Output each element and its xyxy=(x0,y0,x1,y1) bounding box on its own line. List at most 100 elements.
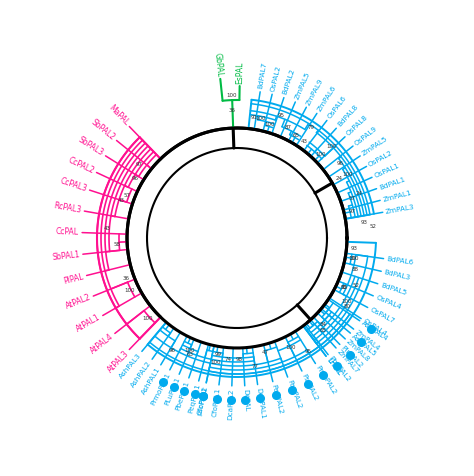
Text: 43: 43 xyxy=(301,139,308,144)
Text: 47: 47 xyxy=(262,350,269,355)
Text: BdPAL2: BdPAL2 xyxy=(282,68,296,96)
Text: OsPAL2: OsPAL2 xyxy=(270,65,282,92)
Text: pscPAL1: pscPAL1 xyxy=(196,385,209,416)
Text: 96: 96 xyxy=(131,177,138,181)
Text: 93: 93 xyxy=(351,246,358,251)
Text: MaPAL: MaPAL xyxy=(107,103,130,128)
Text: CfoPAL1: CfoPAL1 xyxy=(212,387,221,417)
Text: BdPAL7: BdPAL7 xyxy=(258,61,268,89)
Text: 30: 30 xyxy=(350,256,357,261)
Text: OsPAL4: OsPAL4 xyxy=(362,317,388,337)
Text: 100: 100 xyxy=(227,93,237,98)
Text: SbPAL2: SbPAL2 xyxy=(90,118,117,142)
Text: EsPAL: EsPAL xyxy=(235,61,245,84)
Text: 97: 97 xyxy=(136,162,143,167)
Text: 100: 100 xyxy=(348,256,358,261)
Text: OsPAL1: OsPAL1 xyxy=(374,162,401,179)
Text: AshPAL1: AshPAL1 xyxy=(141,366,162,396)
Text: DcaPAL1: DcaPAL1 xyxy=(255,387,265,419)
Text: AtPAL2: AtPAL2 xyxy=(64,293,92,311)
Text: AshPAL2: AshPAL2 xyxy=(130,360,153,388)
Text: 36: 36 xyxy=(229,108,236,113)
Text: 100: 100 xyxy=(326,145,337,149)
Text: 84: 84 xyxy=(320,322,327,327)
Text: ZmPAL9: ZmPAL9 xyxy=(305,77,324,106)
Text: LrPAL: LrPAL xyxy=(326,357,342,376)
Text: 80: 80 xyxy=(344,304,351,309)
Text: 36: 36 xyxy=(123,276,129,281)
Text: 77: 77 xyxy=(252,364,259,369)
Text: 65: 65 xyxy=(319,327,327,333)
Text: 87: 87 xyxy=(285,125,292,130)
Text: BdPAL5: BdPAL5 xyxy=(380,282,407,296)
Text: 95: 95 xyxy=(340,286,347,290)
Text: 58: 58 xyxy=(114,242,121,247)
Text: PbePAL1: PbePAL1 xyxy=(175,380,191,411)
Text: 65: 65 xyxy=(292,133,300,139)
Text: ZmPAL5: ZmPAL5 xyxy=(361,136,389,157)
Text: AtPAL3: AtPAL3 xyxy=(105,348,130,374)
Text: ZmPAL1: ZmPAL1 xyxy=(382,189,412,202)
Text: 63: 63 xyxy=(186,352,193,357)
Text: ZmPAL8: ZmPAL8 xyxy=(346,339,371,363)
Text: RcPAL3: RcPAL3 xyxy=(53,201,82,215)
Text: OsPAL8: OsPAL8 xyxy=(345,114,369,137)
Text: 100: 100 xyxy=(343,171,353,177)
Text: CcPAL3: CcPAL3 xyxy=(59,176,88,193)
Text: GbPAL: GbPAL xyxy=(213,52,225,78)
Text: AshPAL5: AshPAL5 xyxy=(351,333,378,357)
Text: DcaPAL2: DcaPAL2 xyxy=(228,389,235,420)
Text: SbPAL1: SbPAL1 xyxy=(52,250,80,262)
Text: PeqPAL2: PeqPAL2 xyxy=(271,384,284,415)
Text: 43: 43 xyxy=(118,198,125,203)
Text: 99: 99 xyxy=(215,352,222,357)
Text: 100: 100 xyxy=(264,122,275,127)
Text: ZmPAL5: ZmPAL5 xyxy=(294,71,311,100)
Text: 96: 96 xyxy=(336,161,343,166)
Text: 79: 79 xyxy=(308,125,315,130)
Text: PlPAL: PlPAL xyxy=(63,272,85,286)
Text: PmoPAL2: PmoPAL2 xyxy=(314,365,337,396)
Text: LrPAL: LrPAL xyxy=(326,357,342,376)
Text: 100: 100 xyxy=(315,152,326,157)
Text: 95: 95 xyxy=(278,113,285,119)
Text: 32: 32 xyxy=(340,286,347,290)
Text: ZmPAL6: ZmPAL6 xyxy=(316,84,337,112)
Text: PscPAL2: PscPAL2 xyxy=(301,372,319,402)
Text: PluPAL2: PluPAL2 xyxy=(340,345,364,369)
Text: BdPAL1: BdPAL1 xyxy=(378,176,406,190)
Text: 100: 100 xyxy=(143,316,153,321)
Text: PLuPAL1: PLuPAL1 xyxy=(164,376,181,406)
Text: 100: 100 xyxy=(184,348,195,353)
Text: BdPAL6: BdPAL6 xyxy=(386,256,414,266)
Text: AshPAL4: AshPAL4 xyxy=(361,320,389,342)
Text: PeqPAL1: PeqPAL1 xyxy=(187,383,201,414)
Text: ZmPAL3: ZmPAL3 xyxy=(385,204,415,215)
Text: 24: 24 xyxy=(356,191,363,196)
Text: 98: 98 xyxy=(236,357,243,363)
Text: 100: 100 xyxy=(341,298,351,304)
Text: 100: 100 xyxy=(210,359,220,365)
Text: OsPAL6: OsPAL6 xyxy=(326,95,347,120)
Text: 100: 100 xyxy=(285,345,296,350)
Text: AshPAL3: AshPAL3 xyxy=(118,352,142,379)
Text: OsPAL4: OsPAL4 xyxy=(375,294,402,310)
Text: 43: 43 xyxy=(104,227,111,231)
Text: BdPAL8: BdPAL8 xyxy=(336,104,359,128)
Text: ZmPAL7: ZmPAL7 xyxy=(336,348,360,374)
Text: DcPAL: DcPAL xyxy=(242,388,249,411)
Text: OsPAL2: OsPAL2 xyxy=(368,149,394,168)
Text: PapPAL2: PapPAL2 xyxy=(286,379,302,409)
Text: ZmPAL4: ZmPAL4 xyxy=(354,328,381,351)
Text: AtPAL1: AtPAL1 xyxy=(75,313,102,334)
Text: 100: 100 xyxy=(255,116,265,121)
Text: PrmoPAL1: PrmoPAL1 xyxy=(149,371,171,406)
Text: 88: 88 xyxy=(351,267,358,272)
Text: PbePAL2: PbePAL2 xyxy=(328,355,351,383)
Text: 52: 52 xyxy=(370,224,377,228)
Text: 74: 74 xyxy=(225,357,232,362)
Text: CcPAL2: CcPAL2 xyxy=(67,156,96,175)
Text: CfoPAL2: CfoPAL2 xyxy=(197,385,209,415)
Text: OsPAL9: OsPAL9 xyxy=(354,125,378,147)
Text: OsPAL7: OsPAL7 xyxy=(369,306,395,324)
